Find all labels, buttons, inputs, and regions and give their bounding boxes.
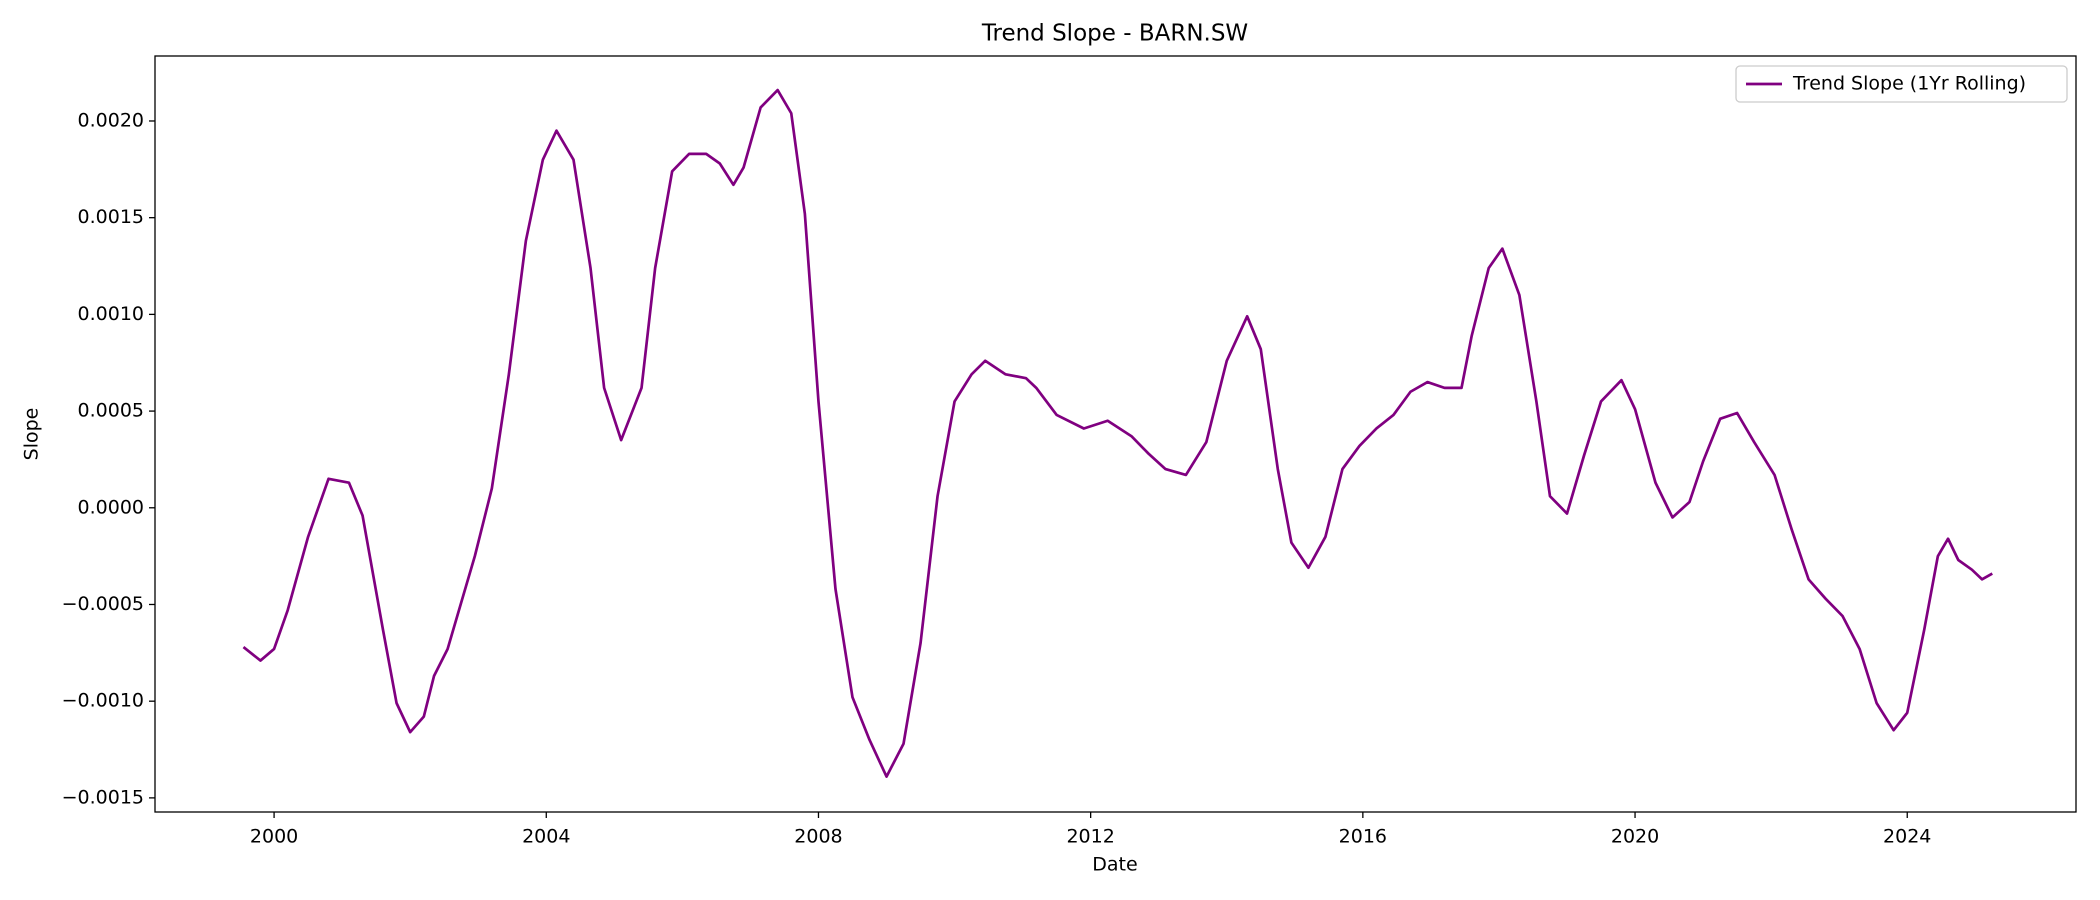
x-tick-label: 2000 [250, 826, 298, 848]
y-tick-label: −0.0005 [62, 593, 144, 615]
data-line [242, 88, 1993, 778]
legend-label: Trend Slope (1Yr Rolling) [1792, 73, 2026, 95]
legend-box [1735, 65, 2068, 103]
y-tick-label: −0.0015 [62, 786, 144, 808]
x-tick-label: 2024 [1883, 826, 1931, 848]
x-tick-label: 2012 [1066, 826, 1114, 848]
x-tick-label: 2008 [794, 826, 842, 848]
y-tick-label: −0.0010 [62, 690, 144, 712]
x-tick-label: 2020 [1611, 826, 1659, 848]
y-tick-label: 0.0005 [78, 400, 144, 422]
y-tick-label: 0.0000 [78, 496, 144, 518]
x-tick-label: 2004 [522, 826, 570, 848]
y-tick-label: 0.0015 [78, 206, 144, 228]
x-axis-label: Date [1092, 854, 1137, 876]
y-tick-label: 0.0020 [78, 109, 144, 131]
x-tick-label: 2016 [1339, 826, 1387, 848]
plot-frame [154, 55, 2077, 813]
y-axis-label: Slope [21, 408, 43, 461]
chart-title: Trend Slope - BARN.SW [981, 21, 1248, 47]
y-tick-label: 0.0010 [78, 303, 144, 325]
